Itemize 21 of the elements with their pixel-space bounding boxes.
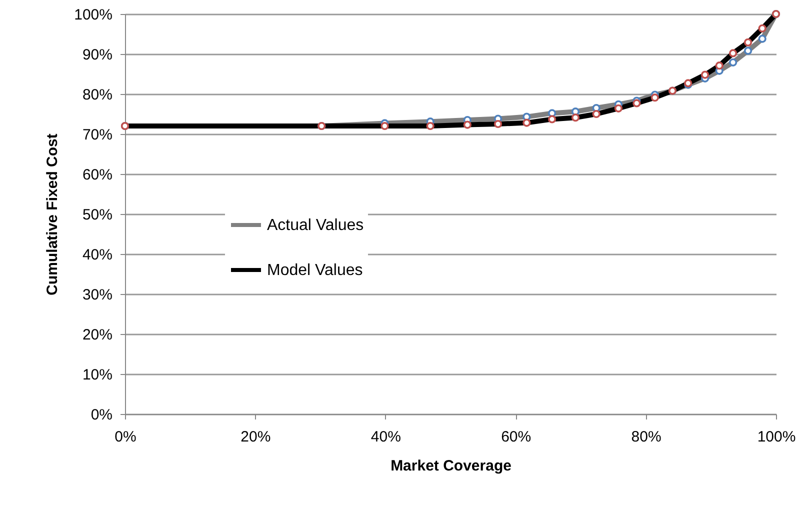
y-tick-label: 10% (82, 366, 112, 384)
y-tick-label: 60% (82, 166, 112, 184)
y-tick-label: 50% (82, 206, 112, 224)
y-tick-label: 80% (82, 86, 112, 104)
x-tick-label: 80% (631, 428, 662, 446)
x-tick-label: 40% (370, 428, 401, 446)
x-axis-title: Market Coverage (390, 458, 512, 474)
y-tick-label: 100% (74, 6, 112, 24)
x-tick-label: 20% (240, 428, 271, 446)
y-tick-label: 20% (82, 326, 112, 344)
legend-label: Actual Values (267, 217, 364, 234)
legend-label: Model Values (267, 262, 363, 279)
x-tick-label: 100% (757, 428, 796, 446)
y-axis-title: Cumulative Fixed Cost (44, 134, 62, 296)
y-tick-label: 0% (90, 406, 112, 424)
y-tick-label: 40% (82, 246, 112, 264)
y-tick-label: 70% (82, 126, 112, 144)
y-tick-label: 30% (82, 286, 112, 304)
x-tick-label: 0% (114, 428, 136, 446)
x-tick-label: 60% (501, 428, 532, 446)
y-tick-label: 90% (82, 46, 112, 64)
